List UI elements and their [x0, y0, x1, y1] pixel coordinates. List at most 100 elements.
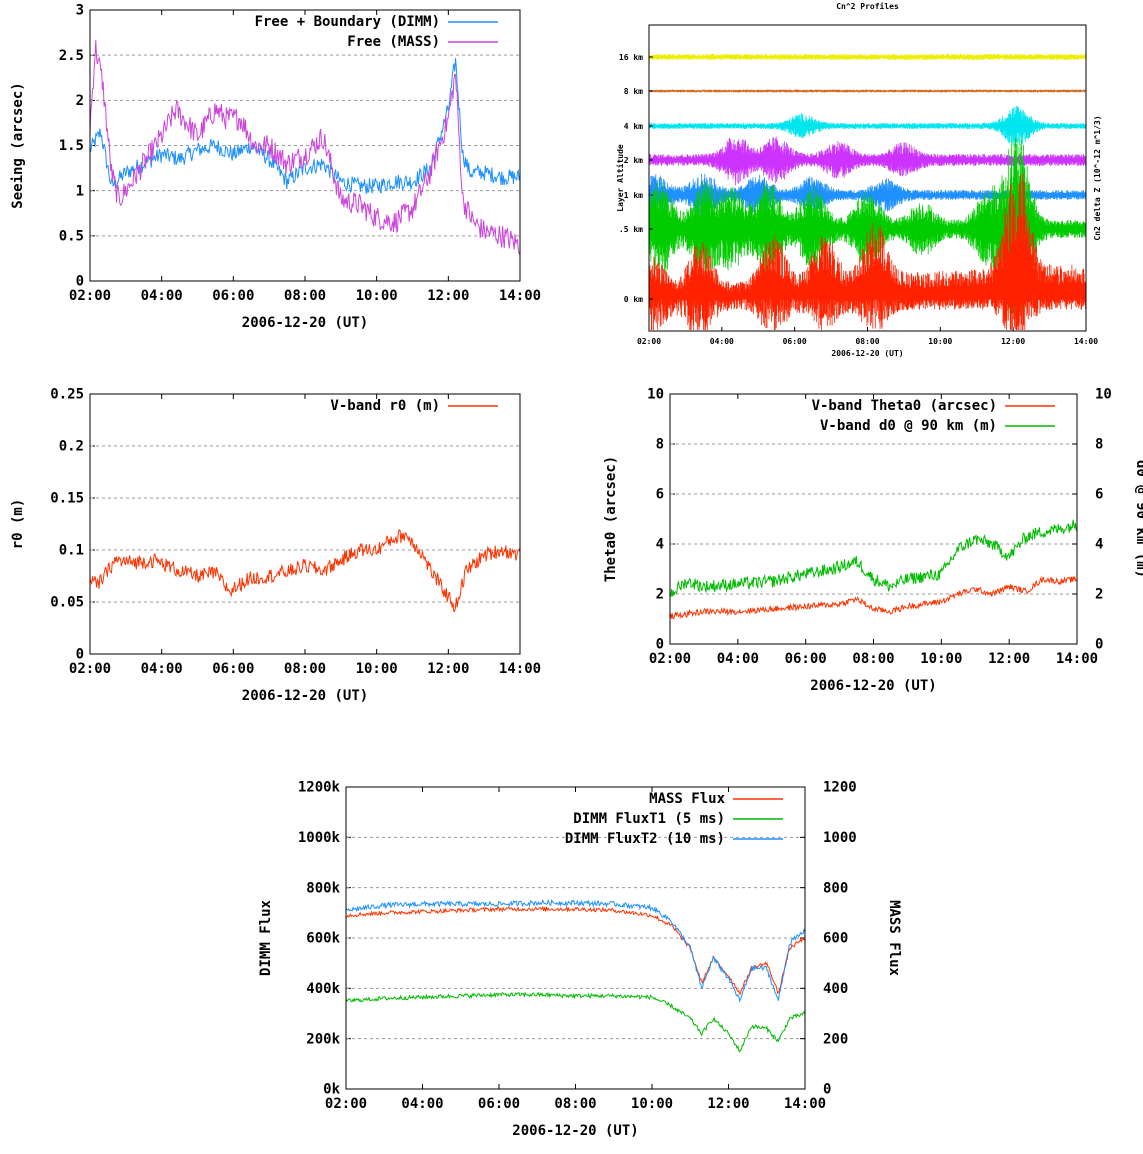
x-tick-label: 08:00 — [855, 337, 879, 346]
legend-entry: DIMM FluxT2 (10 ms) — [565, 831, 725, 847]
series-line-2 — [345, 898, 806, 1003]
y-tick-label: 1 — [76, 183, 84, 199]
x-tick-label: 08:00 — [284, 288, 326, 304]
x-axis-label: 2006-12-20 (UT) — [512, 1123, 638, 1139]
x-tick-label: 10:00 — [928, 337, 952, 346]
y-tick-label: 2 — [76, 93, 84, 109]
x-axis-label: 2006-12-20 (UT) — [810, 678, 936, 694]
y2-tick-label: 10 — [1095, 387, 1112, 403]
series-line-1 — [669, 519, 1078, 597]
x-tick-label: 14:00 — [499, 661, 541, 677]
x-tick-label: 02:00 — [69, 661, 111, 677]
layer-label: .5 km — [619, 225, 643, 234]
y2-tick-label: 8 — [1095, 437, 1103, 453]
x-tick-label: 12:00 — [707, 1096, 749, 1112]
chart-cn2: 16 km 8 km 4 km 2 km 1 km .5 km 0 km 02:00 04:00… — [615, 1, 1102, 358]
legend-entry: MASS Flux — [649, 791, 725, 807]
x-tick-label: 12:00 — [1001, 337, 1025, 346]
layer-trace-2 — [648, 106, 1087, 147]
x-tick-label: 08:00 — [284, 661, 326, 677]
x-tick-label: 04:00 — [710, 337, 734, 346]
x-tick-label: 12:00 — [427, 288, 469, 304]
y-tick-label: 3 — [76, 3, 84, 19]
y-tick-label: 400k — [306, 981, 340, 997]
legend-entry: V-band Theta0 (arcsec) — [812, 398, 997, 414]
y-tick-label: 0.25 — [50, 387, 84, 403]
y2-tick-label: 0 — [1095, 637, 1103, 653]
legend-entry: V-band d0 @ 90 km (m) — [820, 418, 997, 434]
chart-seeing: 0 0.5 1 1.5 2 2.5 3 02:00 04:00 06:00 08:00 10:00 12… — [10, 3, 541, 331]
chart-r0: 0 0.05 0.1 0.15 0.2 0.25 02:00 04:00 06:00 08:00 1… — [10, 387, 541, 704]
y-tick-label: 8 — [656, 437, 664, 453]
layer-label: 8 km — [624, 87, 643, 96]
y2-tick-label: 2 — [1095, 587, 1103, 603]
series-line-0 — [89, 58, 521, 194]
x-tick-label: 06:00 — [478, 1096, 520, 1112]
x-tick-label: 06:00 — [783, 337, 807, 346]
y2-tick-label: 4 — [1095, 537, 1103, 553]
layer-trace-0 — [648, 54, 1087, 60]
y2-axis-label: d0 @ 90 km (m) — [1133, 460, 1143, 578]
x-tick-label: 10:00 — [356, 661, 398, 677]
x-tick-label: 02:00 — [649, 651, 691, 667]
y-tick-label: 800k — [306, 880, 340, 896]
plot-frame — [89, 9, 521, 282]
y2-tick-label: 1000 — [823, 830, 857, 846]
layer-label: 4 km — [624, 122, 643, 131]
x-tick-label: 02:00 — [637, 337, 661, 346]
y-axis-label: Layer Altitude — [615, 144, 625, 212]
y2-tick-label: 200 — [823, 1031, 848, 1047]
x-tick-label: 04:00 — [717, 651, 759, 667]
y2-tick-label: 1200 — [823, 780, 857, 796]
x-tick-label: 14:00 — [1056, 651, 1098, 667]
y-axis-label: DIMM Flux — [258, 900, 274, 976]
y-tick-label: 0.1 — [59, 543, 84, 559]
y-tick-label: 10 — [647, 387, 664, 403]
x-tick-label: 06:00 — [212, 661, 254, 677]
series-line-0 — [345, 905, 806, 995]
layer-trace-1 — [648, 89, 1087, 93]
y-tick-label: 0.15 — [50, 491, 84, 507]
y-tick-label: 0 — [76, 274, 84, 290]
legend-entry: Free + Boundary (DIMM) — [255, 14, 440, 30]
y-axis-label: r0 (m) — [10, 499, 26, 550]
x-tick-label: 06:00 — [212, 288, 254, 304]
y-tick-label: 2 — [656, 587, 664, 603]
y2-axis-label: Cn2 delta Z (10^-12 m^1/3) — [1093, 115, 1102, 240]
series-line-1 — [89, 40, 521, 255]
x-axis-label: 2006-12-20 (UT) — [242, 315, 368, 331]
legend-entry: DIMM FluxT1 (5 ms) — [573, 811, 725, 827]
y-tick-label: 1200k — [298, 780, 341, 796]
layer-label: 2 km — [624, 156, 643, 165]
x-axis-label: 2006-12-20 (UT) — [242, 688, 368, 704]
x-tick-label: 14:00 — [784, 1096, 826, 1112]
x-tick-label: 02:00 — [325, 1096, 367, 1112]
x-tick-label: 10:00 — [356, 288, 398, 304]
series-line-0 — [669, 575, 1078, 620]
y-tick-label: 600k — [306, 931, 340, 947]
y2-axis-label: MASS Flux — [886, 900, 902, 976]
layer-label: 1 km — [624, 191, 643, 200]
layer-label: 0 km — [624, 295, 643, 304]
chart-theta0: 0 2 4 6 8 10 0 2 4 6 8 10 02:00 04:00 06:00 08:00 10:00 1… — [603, 387, 1143, 694]
y2-tick-label: 400 — [823, 981, 848, 997]
x-axis-label: 2006-12-20 (UT) — [831, 349, 903, 358]
y-tick-label: 1.5 — [59, 138, 84, 154]
y-tick-label: 0 — [656, 637, 664, 653]
x-tick-label: 12:00 — [427, 661, 469, 677]
series-line-0 — [89, 529, 521, 612]
x-tick-label: 04:00 — [141, 288, 183, 304]
y-tick-label: 0k — [323, 1082, 340, 1098]
y-tick-label: 1000k — [298, 830, 341, 846]
y2-tick-label: 0 — [823, 1082, 831, 1098]
y-tick-label: 0 — [76, 647, 84, 663]
y-tick-label: 200k — [306, 1031, 340, 1047]
x-tick-label: 04:00 — [141, 661, 183, 677]
x-tick-label: 08:00 — [554, 1096, 596, 1112]
x-tick-label: 10:00 — [631, 1096, 673, 1112]
y-tick-label: 0.05 — [50, 595, 84, 611]
y-tick-label: 0.2 — [59, 439, 84, 455]
y2-tick-label: 800 — [823, 880, 848, 896]
legend-entry: V-band r0 (m) — [330, 398, 440, 414]
